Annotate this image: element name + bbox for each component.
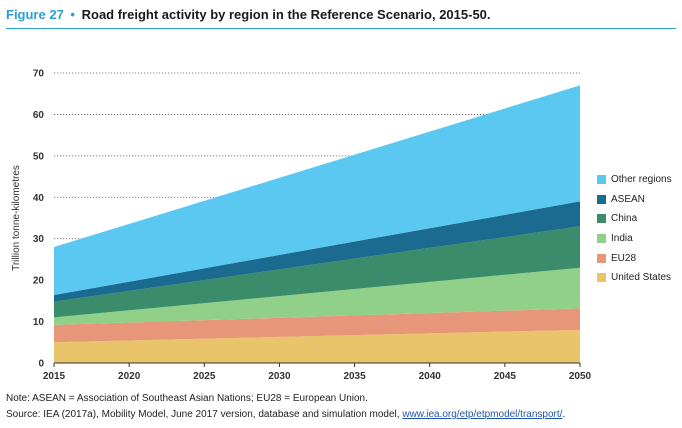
legend-item-india: India xyxy=(597,229,681,249)
y-tick-label: 10 xyxy=(33,317,45,328)
area-china xyxy=(54,226,580,318)
source-suffix: . xyxy=(562,409,566,420)
chart-source: Source: IEA (2017a), Mobility Model, Jun… xyxy=(6,409,565,420)
title-rule xyxy=(6,28,676,29)
legend-item-eu28: EU28 xyxy=(597,248,681,268)
x-tick-label: 2035 xyxy=(343,371,366,382)
area-india xyxy=(54,267,580,325)
legend-swatch xyxy=(597,253,606,263)
legend-swatch xyxy=(597,175,606,185)
legend-label: EU28 xyxy=(611,252,637,264)
y-tick-label: 20 xyxy=(33,276,45,287)
legend-item-other-regions: Other regions xyxy=(597,170,681,190)
legend-swatch xyxy=(597,234,606,244)
legend-label: China xyxy=(611,213,638,225)
legend-swatch xyxy=(597,273,606,283)
legend-item-china: China xyxy=(597,209,681,229)
figure-bullet: • xyxy=(70,7,75,22)
y-axis-label: Trillion tonne-kilometres xyxy=(11,165,22,271)
figure-header: Figure 27 • Road freight activity by reg… xyxy=(6,4,676,26)
source-text: Source: IEA (2017a), Mobility Model, Jun… xyxy=(6,409,403,420)
figure-title: Road freight activity by region in the R… xyxy=(81,7,491,22)
legend-item-asean: ASEAN xyxy=(597,190,681,210)
legend-item-united-states: United States xyxy=(597,268,681,288)
chart-legend: Other regions ASEAN China India EU28 United S… xyxy=(597,170,681,288)
y-tick-label: 50 xyxy=(33,151,45,162)
y-tick-label: 60 xyxy=(33,110,45,121)
area-other-regions xyxy=(54,85,580,296)
legend-swatch xyxy=(597,194,606,204)
x-tick-label: 2050 xyxy=(569,371,592,382)
area-eu28 xyxy=(54,308,580,343)
legend-label: Other regions xyxy=(611,174,672,186)
x-tick-label: 2020 xyxy=(118,371,141,382)
source-link[interactable]: www.iea.org/etp/etpmodel/transport/ xyxy=(402,409,563,420)
x-tick-label: 2015 xyxy=(43,371,66,382)
y-tick-label: 0 xyxy=(38,359,44,370)
x-tick-label: 2045 xyxy=(494,371,517,382)
area-layer xyxy=(54,85,580,363)
chart-note: Note: ASEAN = Association of Southeast A… xyxy=(6,393,368,404)
figure-label: Figure 27 xyxy=(6,7,64,22)
y-tick-label: 70 xyxy=(33,69,45,80)
x-tick-label: 2030 xyxy=(268,371,291,382)
x-tick-label: 2040 xyxy=(419,371,442,382)
y-tick-label: 40 xyxy=(33,193,45,204)
legend-swatch xyxy=(597,214,606,224)
y-tick-label: 30 xyxy=(33,234,45,245)
legend-label: United States xyxy=(611,272,672,284)
area-asean xyxy=(54,201,580,302)
legend-label: India xyxy=(611,233,633,245)
legend-label: ASEAN xyxy=(611,193,645,205)
area-united-states xyxy=(54,329,580,363)
x-tick-label: 2025 xyxy=(193,371,216,382)
